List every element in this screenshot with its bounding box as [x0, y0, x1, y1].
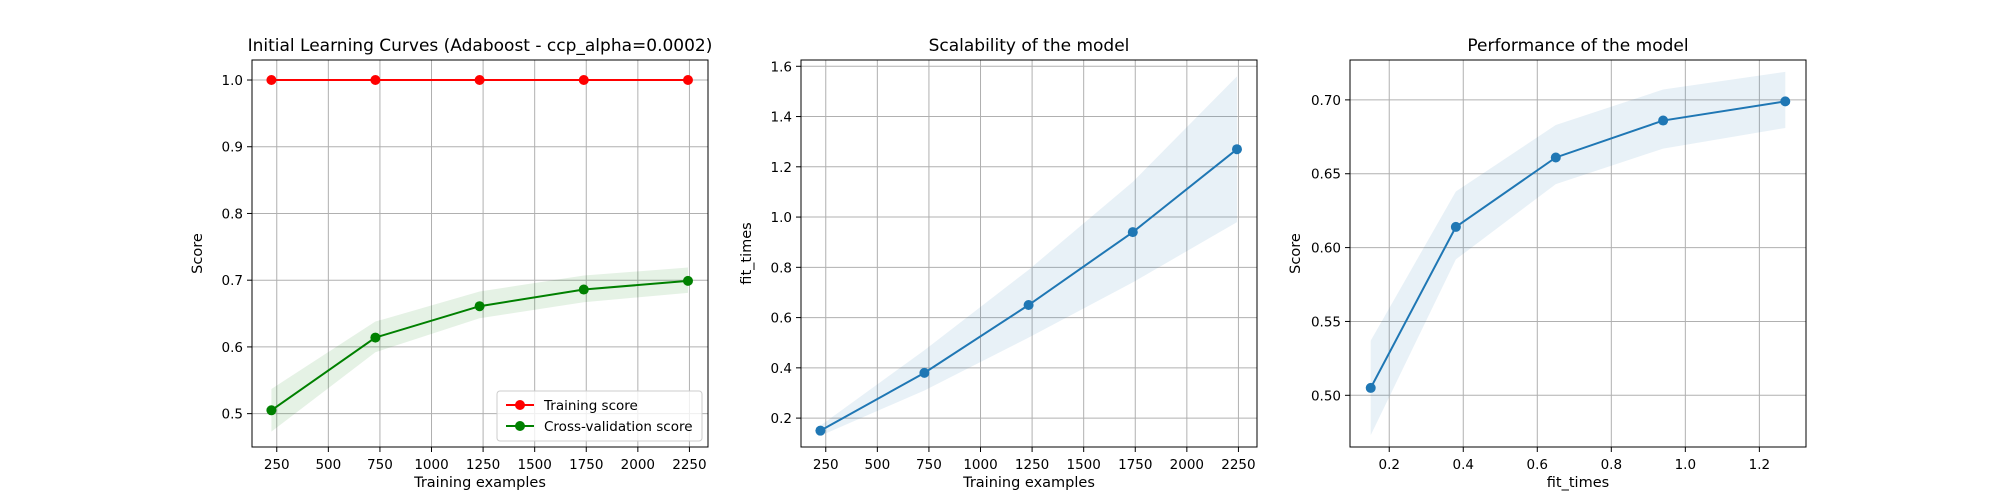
data-point [1127, 227, 1138, 238]
data-point [919, 367, 930, 378]
y-tick-label: 1.4 [771, 110, 792, 126]
plot-frame [800, 59, 1258, 448]
y-tick-label: 0.60 [1311, 241, 1341, 257]
series-band-1 [820, 76, 1237, 436]
y-tick-label: 0.55 [1311, 314, 1341, 330]
y-tick-label: 1.2 [771, 160, 792, 176]
x-axis-label: Training examples [962, 475, 1095, 491]
x-tick-label: 2000 [1170, 457, 1204, 473]
legend-box [496, 390, 703, 442]
data-point [1550, 152, 1561, 163]
data-point [266, 75, 277, 86]
x-tick-label: 1500 [517, 457, 551, 473]
chart-title: Scalability of the model [929, 36, 1130, 56]
data-point [682, 275, 693, 286]
x-tick-label: 1000 [414, 457, 448, 473]
y-axis-label: fit_times [739, 222, 755, 284]
y-tick-label: 0.6 [222, 340, 243, 356]
data-point [815, 425, 826, 436]
x-tick-label: 0.4 [1453, 457, 1474, 473]
legend-marker [515, 400, 525, 410]
x-tick-label: 1000 [963, 457, 997, 473]
x-axis-label: fit_times [1547, 475, 1609, 491]
y-tick-label: 1.0 [222, 73, 243, 89]
x-tick-label: 750 [916, 457, 942, 473]
legend: Training score Cross-validation score [496, 390, 703, 442]
data-point [474, 301, 485, 312]
x-tick-label: 1750 [1118, 457, 1152, 473]
y-tick-label: 0.4 [771, 361, 792, 377]
y-tick-label: 0.8 [222, 206, 243, 222]
chart-title: Performance of the model [1467, 36, 1688, 56]
x-tick-label: 0.6 [1527, 457, 1548, 473]
y-axis-label: Score [1288, 233, 1304, 274]
x-tick-label: 0.2 [1378, 457, 1399, 473]
data-point [266, 405, 277, 416]
x-tick-label: 1.2 [1749, 457, 1770, 473]
data-point [1365, 382, 1376, 393]
x-tick-label: 1500 [1066, 457, 1100, 473]
plot-frame [1349, 59, 1807, 448]
x-tick-label: 0.8 [1601, 457, 1622, 473]
x-axis-label: Training examples [413, 475, 546, 491]
x-tick-label: 1.0 [1675, 457, 1696, 473]
y-axis-label: Score [190, 233, 206, 274]
y-tick-label: 0.50 [1311, 388, 1341, 404]
y-tick-label: 0.65 [1311, 167, 1341, 183]
y-tick-label: 0.5 [222, 407, 243, 423]
y-tick-label: 1.0 [771, 210, 792, 226]
y-tick-label: 0.70 [1311, 93, 1341, 109]
y-tick-label: 1.6 [771, 59, 792, 75]
x-tick-label: 1250 [1015, 457, 1049, 473]
x-tick-label: 250 [813, 457, 839, 473]
data-point [474, 75, 485, 86]
plot-frame [251, 59, 709, 448]
data-point [370, 75, 381, 86]
data-point [1450, 221, 1461, 232]
y-tick-label: 0.8 [771, 260, 792, 276]
chart-panel-3: 0.2 0.4 0.6 0.8 1.0 1.2 0.50 0.55 0.60 0.65 0.70 Pe… [1288, 36, 1807, 491]
x-tick-label: 2250 [672, 457, 706, 473]
x-tick-label: 2000 [621, 457, 655, 473]
data-point [1231, 144, 1242, 155]
x-tick-label: 500 [315, 457, 341, 473]
x-tick-label: 2250 [1221, 457, 1255, 473]
data-point [370, 332, 381, 343]
x-tick-label: 250 [264, 457, 290, 473]
y-tick-label: 0.2 [771, 411, 792, 427]
data-point [578, 284, 589, 295]
y-tick-label: 0.9 [222, 140, 243, 156]
legend-marker [515, 421, 525, 431]
y-tick-label: 0.6 [771, 311, 792, 327]
chart-panel-1: 250 500 750 1000 1250 1500 1750 2000 2250 0.5 0.6 0… [190, 36, 712, 491]
series-band-1 [1370, 71, 1786, 436]
data-point [1658, 115, 1669, 126]
data-point [1023, 300, 1034, 311]
chart-panel-2: 250 500 750 1000 1250 1500 1750 2000 2250 0.2 0.4 0… [739, 36, 1258, 491]
x-tick-label: 750 [367, 457, 393, 473]
data-point [682, 75, 693, 86]
legend-entry-label: Training score [543, 398, 638, 414]
y-tick-label: 0.7 [222, 273, 243, 289]
data-point [1780, 96, 1791, 107]
x-tick-label: 1750 [569, 457, 603, 473]
data-point [578, 75, 589, 86]
x-tick-label: 1250 [466, 457, 500, 473]
legend-entry-label: Cross-validation score [544, 419, 693, 435]
x-tick-label: 500 [864, 457, 890, 473]
chart-title: Initial Learning Curves (Adaboost - ccp_… [248, 36, 713, 56]
